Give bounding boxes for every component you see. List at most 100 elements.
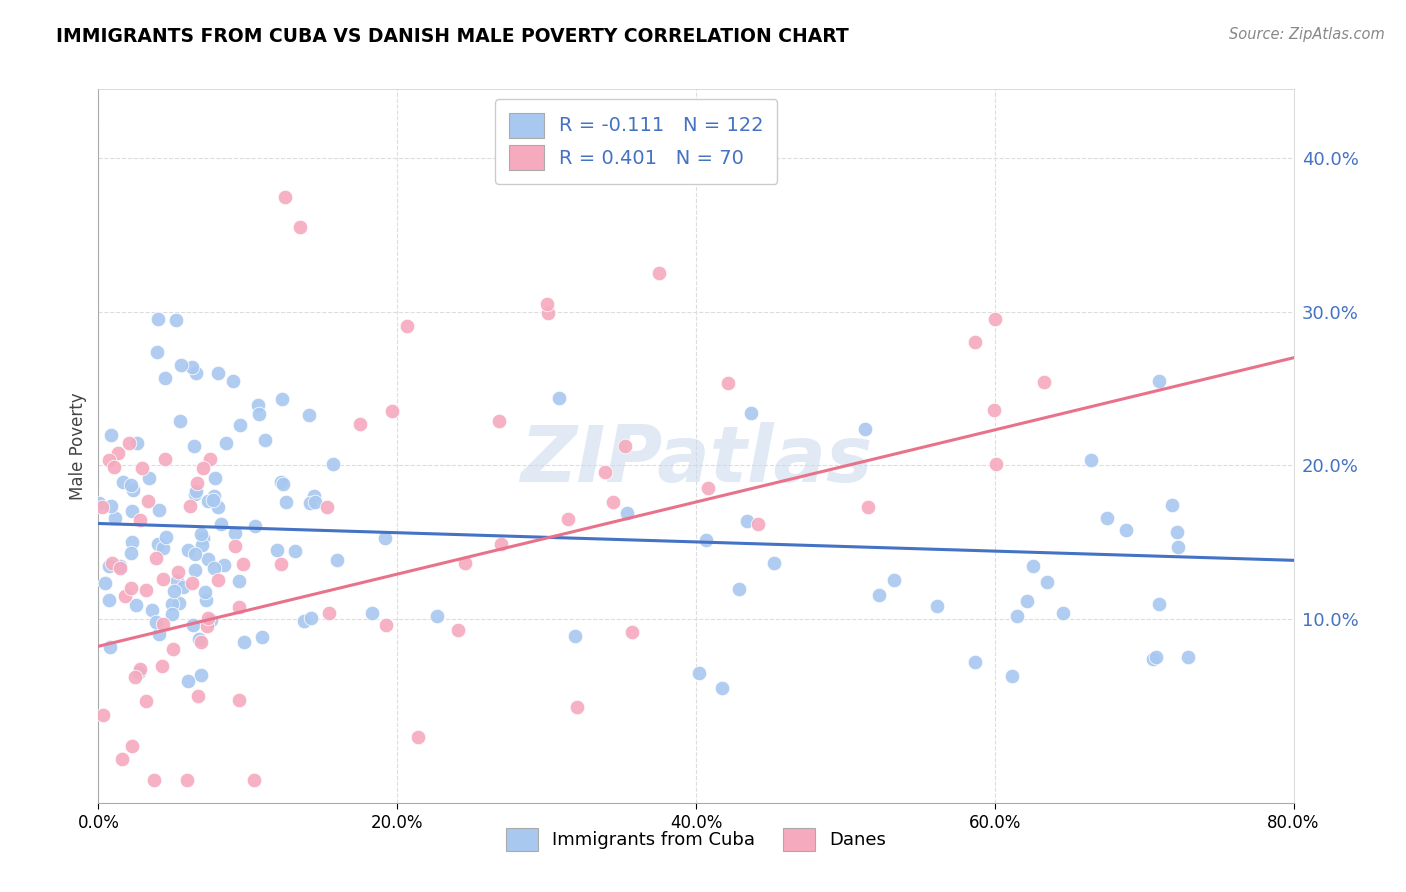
- Point: [114, 589, 136, 603]
- Point: [274, 495, 297, 509]
- Point: [190, 526, 212, 541]
- Point: [160, 607, 183, 622]
- Point: [747, 516, 769, 531]
- Y-axis label: Male Poverty: Male Poverty: [69, 392, 87, 500]
- Point: [1142, 652, 1164, 666]
- Point: [1147, 597, 1170, 611]
- Point: [361, 606, 384, 620]
- Point: [143, 772, 166, 787]
- Point: [112, 475, 135, 490]
- Point: [146, 537, 169, 551]
- Point: [274, 189, 297, 203]
- Point: [202, 560, 225, 574]
- Point: [120, 477, 142, 491]
- Point: [153, 370, 176, 384]
- Point: [100, 640, 122, 654]
- Point: [124, 670, 146, 684]
- Point: [181, 359, 204, 374]
- Point: [195, 618, 218, 632]
- Point: [984, 457, 1007, 471]
- Point: [270, 557, 292, 571]
- Point: [207, 573, 229, 587]
- Point: [169, 414, 191, 428]
- Point: [298, 496, 321, 510]
- Point: [121, 504, 143, 518]
- Point: [1177, 649, 1199, 664]
- Point: [1036, 575, 1059, 590]
- Point: [125, 436, 148, 450]
- Point: [271, 392, 294, 406]
- Point: [148, 312, 170, 326]
- Point: [1167, 540, 1189, 554]
- Point: [1001, 669, 1024, 683]
- Point: [326, 553, 349, 567]
- Point: [271, 477, 294, 491]
- Point: [207, 500, 229, 514]
- Point: [184, 484, 207, 499]
- Point: [136, 493, 159, 508]
- Point: [1032, 375, 1054, 389]
- Point: [98, 453, 121, 467]
- Point: [868, 588, 890, 602]
- Point: [200, 613, 222, 627]
- Point: [965, 334, 987, 349]
- Point: [172, 581, 194, 595]
- Point: [228, 693, 250, 707]
- Point: [169, 359, 191, 373]
- Point: [177, 673, 200, 688]
- Point: [447, 623, 470, 637]
- Point: [103, 460, 125, 475]
- Point: [183, 439, 205, 453]
- Point: [740, 406, 762, 420]
- Point: [488, 414, 510, 428]
- Point: [186, 367, 208, 381]
- Point: [548, 391, 571, 405]
- Point: [983, 402, 1005, 417]
- Point: [1017, 594, 1039, 608]
- Point: [593, 466, 616, 480]
- Point: [224, 526, 246, 541]
- Point: [128, 665, 150, 679]
- Point: [1052, 606, 1074, 620]
- Point: [155, 530, 177, 544]
- Point: [94, 576, 117, 591]
- Point: [536, 297, 558, 311]
- Point: [737, 514, 759, 528]
- Point: [100, 428, 122, 442]
- Point: [856, 500, 879, 515]
- Point: [188, 632, 211, 646]
- Point: [453, 556, 475, 570]
- Point: [202, 489, 225, 503]
- Point: [108, 561, 131, 575]
- Point: [614, 439, 637, 453]
- Point: [120, 581, 142, 595]
- Point: [602, 495, 624, 509]
- Point: [197, 552, 219, 566]
- Point: [763, 556, 786, 570]
- Point: [191, 461, 214, 475]
- Point: [228, 574, 250, 588]
- Point: [853, 422, 876, 436]
- Point: [212, 558, 235, 573]
- Point: [165, 313, 187, 327]
- Point: [374, 617, 396, 632]
- Point: [322, 457, 344, 471]
- Point: [253, 433, 276, 447]
- Point: [202, 492, 225, 507]
- Point: [138, 471, 160, 485]
- Point: [152, 541, 174, 555]
- Point: [180, 575, 202, 590]
- Point: [148, 627, 170, 641]
- Point: [197, 494, 219, 508]
- Point: [222, 374, 245, 388]
- Point: [153, 452, 176, 467]
- Point: [883, 573, 905, 587]
- Point: [186, 476, 208, 491]
- Point: [716, 376, 738, 391]
- Point: [131, 461, 153, 475]
- Point: [135, 583, 157, 598]
- Point: [215, 436, 238, 450]
- Point: [104, 511, 127, 525]
- Point: [727, 582, 749, 596]
- Point: [1144, 650, 1167, 665]
